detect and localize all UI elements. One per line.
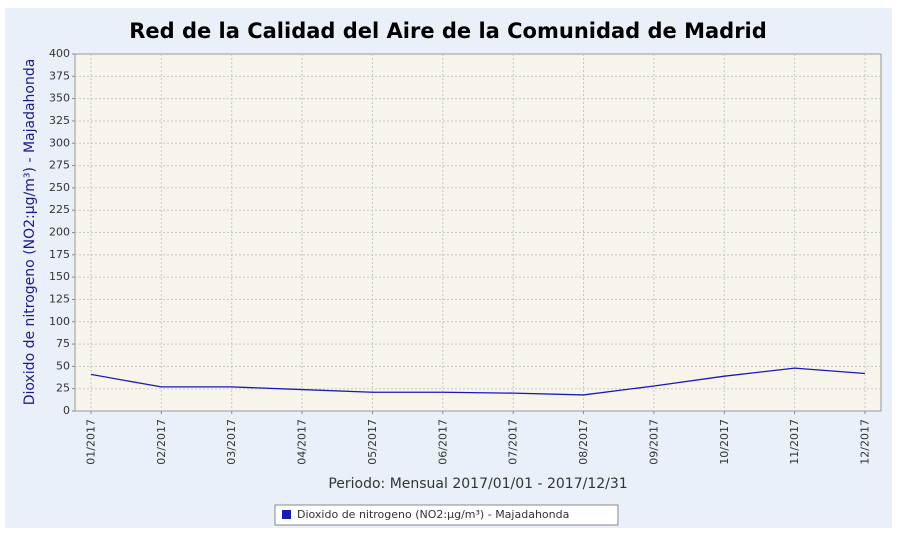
x-tick-label: 03/2017: [225, 419, 238, 465]
y-tick-label: 125: [49, 292, 70, 305]
x-tick-label: 05/2017: [366, 419, 379, 465]
x-tick-label: 06/2017: [436, 419, 449, 465]
x-tick-label: 04/2017: [296, 419, 309, 465]
x-tick-label: 08/2017: [577, 419, 590, 465]
chart-title: Red de la Calidad del Aire de la Comunid…: [129, 19, 767, 43]
y-tick-label: 100: [49, 315, 70, 328]
y-tick-label: 400: [49, 47, 70, 60]
y-tick-label: 300: [49, 136, 70, 149]
y-tick-label: 275: [49, 159, 70, 172]
y-tick-label: 75: [56, 337, 70, 350]
y-tick-label: 375: [49, 69, 70, 82]
x-tick-label: 12/2017: [859, 419, 872, 465]
x-tick-label: 01/2017: [85, 419, 98, 465]
y-tick-label: 150: [49, 270, 70, 283]
y-tick-label: 350: [49, 92, 70, 105]
y-tick-label: 325: [49, 114, 70, 127]
x-tick-label: 02/2017: [155, 419, 168, 465]
y-tick-label: 175: [49, 248, 70, 261]
x-axis-label: Periodo: Mensual 2017/01/01 - 2017/12/31: [328, 476, 627, 492]
line: [90, 367, 866, 396]
y-tick-label: 200: [49, 226, 70, 239]
legend-swatch: [282, 510, 291, 519]
legend: [274, 504, 619, 526]
x-tick-label: 09/2017: [647, 419, 660, 465]
plot-area: [74, 53, 882, 412]
y-tick-label: 250: [49, 181, 70, 194]
x-tick-label: 10/2017: [718, 419, 731, 465]
x-tick-label: 07/2017: [507, 419, 520, 465]
y-tick-label: 25: [56, 382, 70, 395]
legend-label: Dioxido de nitrogeno (NO2:µg/m³) - Majad…: [297, 508, 569, 521]
y-tick-label: 225: [49, 203, 70, 216]
y-tick-label: 0: [63, 404, 70, 417]
y-tick-label: 50: [56, 359, 70, 372]
y-axis-label: Dioxido de nitrogeno (NO2:µg/m³) - Majad…: [22, 59, 38, 406]
x-tick-label: 11/2017: [788, 419, 801, 465]
